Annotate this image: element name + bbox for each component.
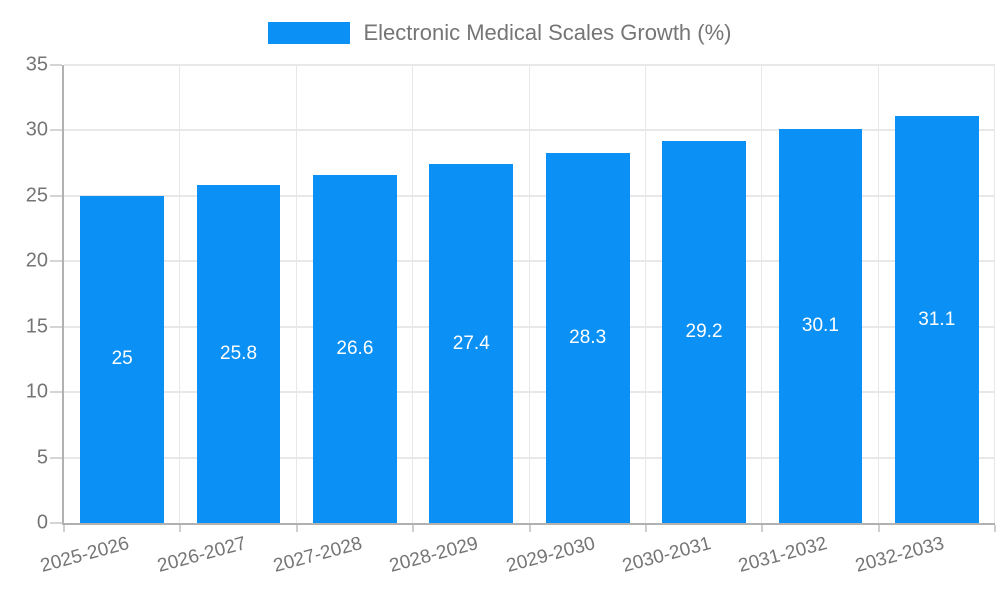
x-axis-label: 2031-2032 — [736, 533, 830, 577]
x-axis-label: 2029-2030 — [503, 533, 598, 577]
horizontal-gridline — [64, 260, 995, 263]
horizontal-gridline — [64, 325, 995, 328]
x-axis-tick — [63, 525, 65, 532]
bar: 28.3 — [545, 152, 630, 523]
horizontal-gridline — [64, 129, 995, 132]
bar: 29.2 — [662, 140, 746, 523]
x-axis-label: 2026-2027 — [154, 533, 248, 577]
x-axis-label: 2027-2028 — [271, 533, 365, 577]
bar-value-label: 29.2 — [685, 320, 723, 342]
y-axis-tick — [50, 456, 62, 459]
vertical-gridline — [644, 65, 646, 523]
horizontal-gridline — [64, 456, 995, 459]
bar: 30.1 — [778, 129, 863, 523]
bar-value-label: 30.1 — [801, 315, 839, 337]
bar: 31.1 — [894, 116, 979, 523]
plot-area: 0 5 10 15 20 25 30 35 25 25.8 26.6 27.4 28.3 29.2 30.1… — [26, 54, 996, 577]
bar-value-label: 28.3 — [569, 326, 607, 348]
x-axis-tick — [644, 525, 647, 532]
y-axis-tick — [50, 129, 62, 132]
x-axis-tick — [761, 525, 764, 532]
y-axis-tick — [50, 391, 62, 394]
x-axis-tick — [528, 525, 531, 532]
x-axis-label: 2025-2026 — [38, 533, 132, 577]
x-axis-label: 2030-2031 — [620, 533, 714, 577]
chart-legend: Electronic Medical Scales Growth (%) — [0, 19, 1000, 47]
y-axis-label: 20 — [25, 249, 48, 272]
bar: 27.4 — [429, 164, 514, 523]
x-axis-label: 2032-2033 — [853, 533, 947, 577]
x-axis-tick — [877, 525, 880, 532]
y-axis-label: 0 — [36, 511, 48, 534]
x-axis-tick — [295, 525, 298, 532]
bar-value-label: 25 — [111, 348, 133, 370]
y-axis-tick — [50, 522, 62, 524]
y-axis-label: 10 — [25, 380, 48, 403]
horizontal-gridline — [64, 391, 995, 394]
vertical-gridline — [877, 65, 879, 523]
y-axis-tick — [50, 64, 62, 66]
vertical-gridline — [761, 65, 763, 523]
y-axis-label: 35 — [25, 53, 48, 76]
legend-label: Electronic Medical Scales Growth (%) — [363, 20, 732, 45]
y-axis-tick — [50, 260, 62, 263]
horizontal-gridline — [64, 194, 995, 197]
horizontal-gridline — [64, 64, 995, 66]
vertical-gridline — [412, 65, 414, 523]
bar-value-label: 26.6 — [336, 337, 374, 359]
vertical-gridline — [295, 65, 297, 523]
y-axis-label: 15 — [25, 315, 48, 338]
vertical-gridline — [528, 65, 530, 523]
y-axis-label: 25 — [25, 184, 48, 207]
vertical-gridline — [179, 65, 181, 523]
x-axis-label: 2028-2029 — [387, 533, 481, 577]
y-axis-label: 30 — [25, 118, 48, 141]
x-axis-tick — [994, 525, 996, 532]
bar: 25 — [80, 195, 165, 523]
bar: 25.8 — [196, 185, 281, 523]
y-axis-tick — [50, 194, 62, 197]
bar-value-label: 31.1 — [918, 308, 956, 330]
bar-value-label: 25.8 — [220, 343, 258, 365]
y-axis-label: 5 — [36, 446, 48, 469]
vertical-gridline — [994, 65, 995, 523]
y-axis-tick — [50, 325, 62, 328]
x-axis-tick — [179, 525, 182, 532]
bar: 26.6 — [313, 174, 397, 523]
bar-value-label: 27.4 — [452, 332, 490, 354]
x-axis-tick — [412, 525, 415, 532]
legend-swatch-icon — [268, 22, 351, 44]
